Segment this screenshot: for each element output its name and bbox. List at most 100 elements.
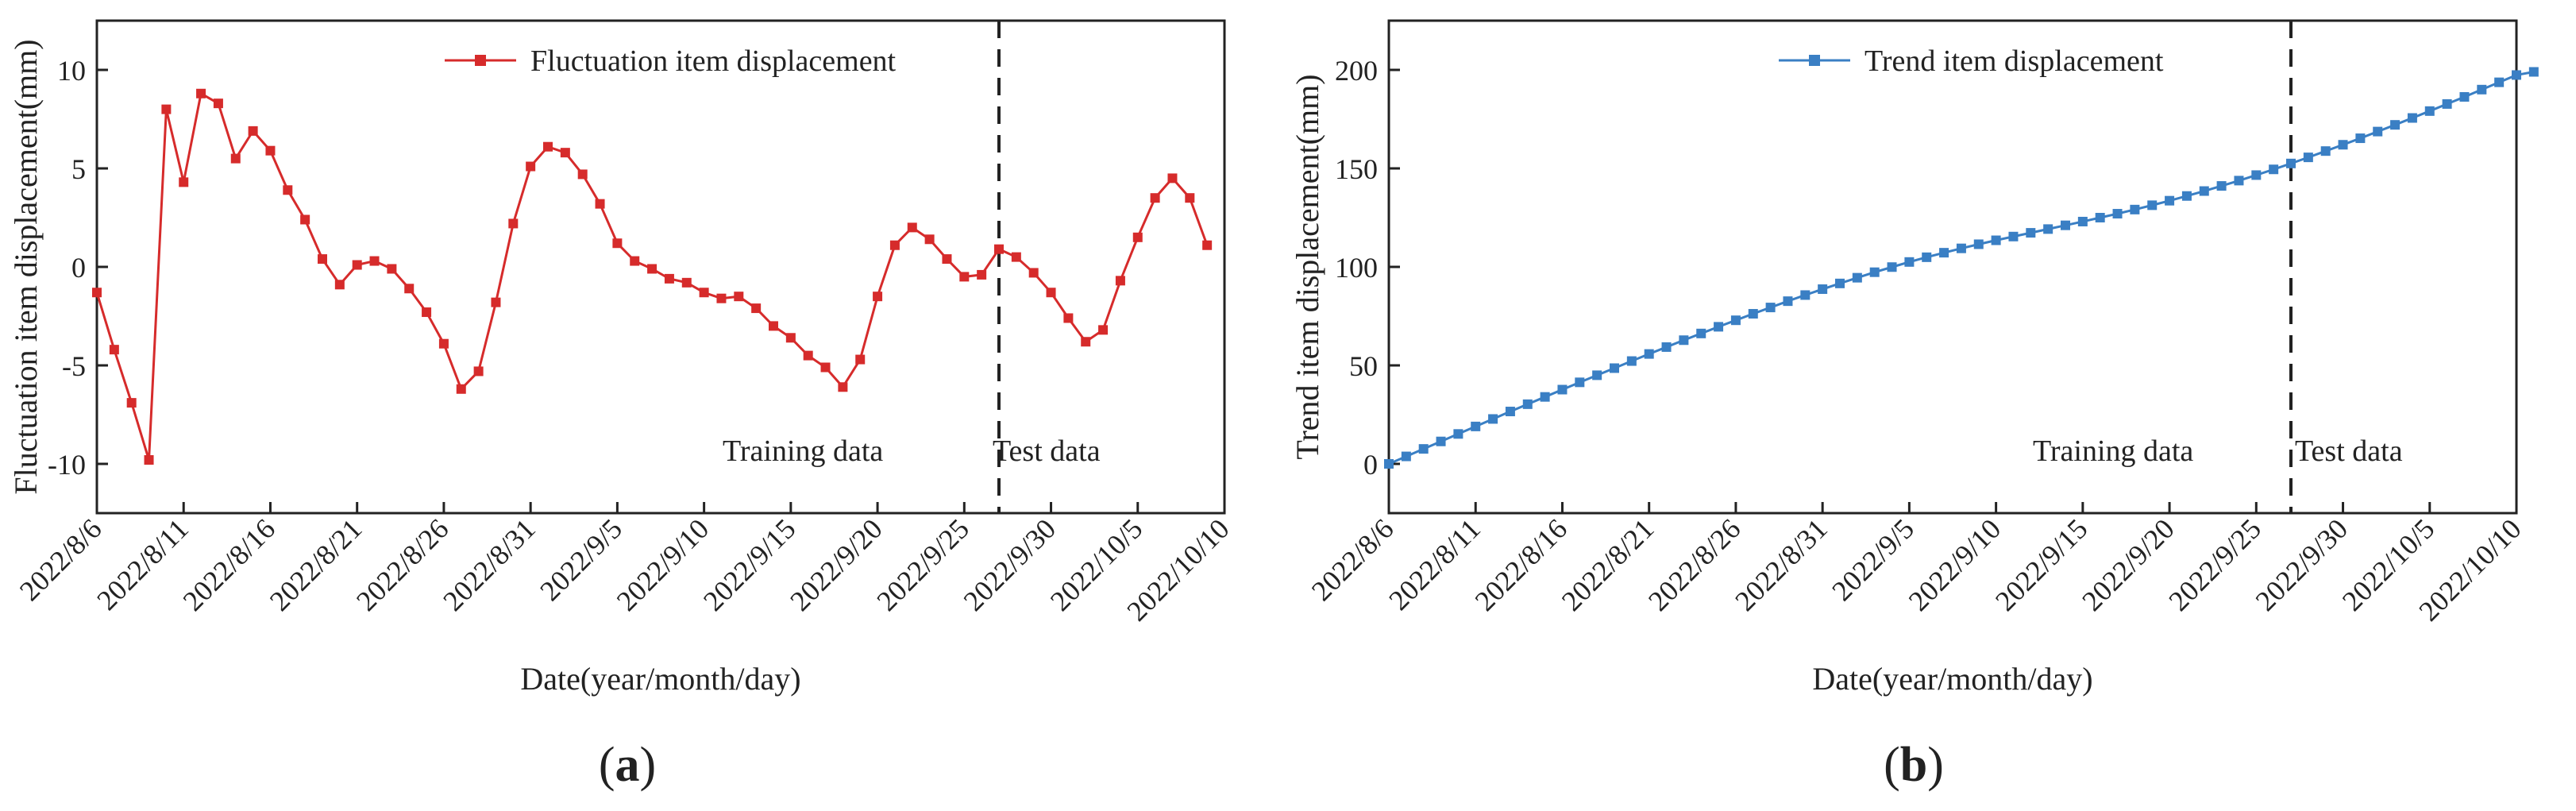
data-point-a [318,254,327,265]
data-point-a [283,185,293,195]
y-tick-label-a: 5 [71,153,86,185]
data-point-b [1522,399,1533,409]
y-tick-label-b: 150 [1335,153,1378,185]
data-point-b [1956,243,1966,253]
data-point-a [1150,193,1160,203]
data-point-b [2234,176,2244,186]
data-point-a [161,104,172,114]
data-point-b [1644,349,1654,359]
data-point-a [595,199,605,209]
data-point-b [1765,303,1776,313]
data-point-b [2424,106,2435,116]
data-point-a [681,277,692,288]
data-point-a [1202,240,1213,250]
x-axis-title-b: Date(year/month/day) [1812,661,2092,697]
data-point-b [2061,220,2070,230]
y-tick-label-a: -5 [62,350,86,382]
x-tick-label-a: 2022/9/30 [958,512,1062,617]
x-tick-label-b: 2022/8/31 [1729,512,1834,617]
data-point-a [508,218,519,229]
data-point-a [630,256,640,266]
x-tick-label-a: 2022/9/25 [870,512,975,617]
data-point-b [2442,98,2452,109]
x-axis-title-a: Date(year/month/day) [520,661,800,697]
data-point-a [699,288,709,298]
data-point-a [1046,288,1056,298]
data-point-a [196,88,206,98]
data-point-a [1185,193,1195,203]
data-point-a [144,455,154,465]
data-point-a [265,145,276,156]
data-point-a [1063,313,1074,323]
x-tick-label-a: 2022/8/21 [264,512,368,617]
data-point-a [456,384,466,394]
data-point-b [1783,296,1793,307]
data-point-b [1661,342,1672,352]
data-point-b [1540,392,1550,402]
data-point-b [1401,451,1411,461]
data-point-a [334,280,345,290]
data-point-b [2338,140,2348,150]
data-point-a [838,382,848,392]
data-point-b [2269,164,2279,175]
data-point-a [769,321,778,331]
data-point-b [2077,216,2088,226]
data-point-b [1714,322,1724,332]
data-point-b [1991,235,2001,245]
data-point-a [1167,173,1178,183]
y-tick-label-b: 200 [1335,55,1378,87]
data-point-b [2130,204,2140,214]
x-tick-label-b: 2022/8/26 [1642,512,1747,617]
panel-label-a: (a) [599,738,656,792]
data-point-b [2095,213,2105,222]
data-point-a [109,345,119,355]
data-point-b [2459,91,2470,102]
legend-b: Trend item displacement [1779,44,2164,78]
data-point-a [1098,325,1109,335]
data-point-a [889,240,900,250]
data-point-b [2199,186,2209,196]
data-point-a [734,292,744,302]
data-point-b [1904,257,1915,267]
x-tick-label-a: 2022/8/26 [350,512,455,617]
data-point-a [248,126,258,136]
data-point-b [2043,224,2053,234]
data-point-a [907,222,917,233]
data-point-b [2112,209,2123,219]
x-tick-label-a: 2022/8/11 [91,512,195,616]
x-tick-label-b: 2022/8/21 [1556,512,1660,617]
data-point-a [213,98,223,109]
series-line-b [1388,71,2535,465]
data-point-a [387,264,397,274]
data-point-b [2320,146,2331,156]
x-tick-label-a: 2022/9/15 [697,512,802,617]
data-point-b [1922,252,1932,262]
data-point-a [1011,252,1021,262]
data-point-a [1132,232,1143,242]
annotation-test-a: Test data [993,434,1101,468]
data-point-a [526,161,536,172]
y-axis-b: 0 50 100 150 200 [1335,55,1400,481]
data-point-b [2147,200,2158,210]
y-tick-label-b: 50 [1349,350,1378,382]
y-tick-label-a: 10 [57,55,86,87]
series-line-a [95,91,1209,461]
y-axis-title-a: Fluctuation item displacement(mm) [8,39,44,494]
data-point-a [612,238,623,249]
data-point-b [1869,267,1880,277]
data-point-a [438,338,449,349]
data-point-b [1696,328,1706,338]
data-point-b [2286,158,2296,168]
x-axis-b: 2022/8/62022/8/112022/8/162022/8/212022/… [1305,502,2528,628]
data-point-b [1505,407,1515,417]
data-point-a [647,264,657,274]
data-point-b [2407,113,2417,123]
x-tick-label-a: 2022/9/20 [784,512,889,617]
data-point-b [2026,228,2036,238]
data-point-b [1973,239,1984,249]
y-tick-label-b: 100 [1335,252,1378,284]
series-points-b [1384,67,2539,469]
data-point-a [785,333,796,343]
data-point-a [422,307,432,318]
